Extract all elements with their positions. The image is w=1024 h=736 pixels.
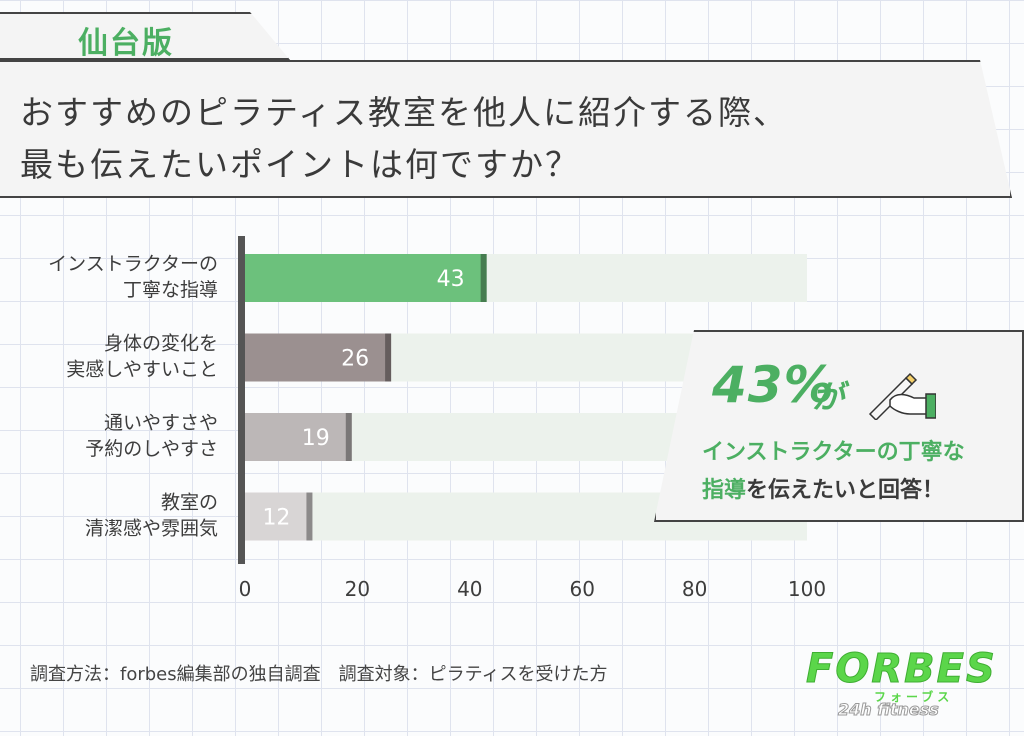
survey-footnote: 調査方法：forbes編集部の独自調査 調査対象：ピラティスを受けた方 <box>30 664 608 685</box>
bar-1 <box>245 333 392 382</box>
bar-value-label-2: 19 <box>302 426 330 451</box>
callout-text-line-1: インストラクターの丁寧な <box>702 440 965 465</box>
x-tick-label-5: 100 <box>788 577 826 601</box>
bar-cap-3 <box>306 492 313 541</box>
bar-2 <box>245 413 352 461</box>
bar-3 <box>245 492 313 541</box>
brand-logo-tagline: 24h fitness <box>838 700 940 720</box>
region-tag-text: 仙台版 <box>78 26 174 61</box>
bar-cap-1 <box>385 333 392 382</box>
callout-highlight: 指導 <box>702 478 747 503</box>
category-label-1-0: 身体の変化を <box>104 333 218 355</box>
brand-logo-katakana: フォーブス <box>874 690 954 704</box>
brand-logo: FORBES <box>806 646 997 693</box>
bar-value-label-0: 43 <box>437 267 465 292</box>
title-line-2: 最も伝えたいポイントは何ですか？ <box>20 145 580 184</box>
x-tick-label-2: 40 <box>457 577 482 601</box>
x-tick-label-3: 60 <box>569 577 594 601</box>
pencil-hand-icon <box>868 372 936 420</box>
x-tick-label-1: 20 <box>345 577 370 601</box>
callout-text-line-2: 指導を伝えたいと回答！ <box>702 472 944 504</box>
region-tag <box>0 12 290 60</box>
category-label-0-1: 丁寧な指導 <box>123 279 218 301</box>
y-axis-line <box>238 236 245 564</box>
category-label-2-1: 予約のしやすさ <box>85 438 218 460</box>
category-label-0-0: インストラクターの <box>48 253 218 275</box>
category-label-1-1: 実感しやすいこと <box>66 359 218 381</box>
callout-particle: が <box>812 378 845 416</box>
bar-cap-2 <box>345 413 352 461</box>
x-tick-label-0: 0 <box>239 577 252 601</box>
title-box <box>0 60 1012 198</box>
bar-0 <box>245 254 487 302</box>
bar-value-label-3: 12 <box>262 506 290 531</box>
category-label-3-0: 教室の <box>161 492 218 514</box>
bar-cap-0 <box>480 254 487 302</box>
callout-percent: 43% <box>712 356 835 414</box>
callout-rest: を伝えたいと回答！ <box>746 478 945 503</box>
category-label-2-0: 通いやすさや <box>104 412 218 434</box>
x-tick-label-4: 80 <box>682 577 707 601</box>
category-label-3-1: 清潔感や雰囲気 <box>85 518 218 540</box>
callout-box <box>654 330 1024 522</box>
title-line-1: おすすめのピラティス教室を他人に紹介する際、 <box>20 93 789 132</box>
bar-value-label-1: 26 <box>341 347 369 372</box>
